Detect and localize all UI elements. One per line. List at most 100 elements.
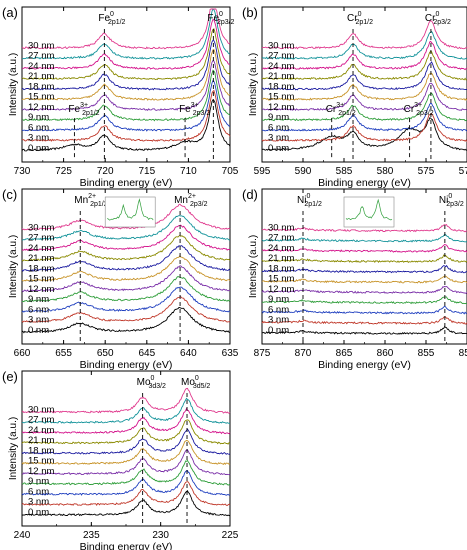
series-label: 9 nm bbox=[28, 112, 49, 123]
y-axis-label: Intensity (a.u.) bbox=[8, 417, 19, 480]
spectrum-line bbox=[21, 296, 231, 323]
annotation-element: Ni bbox=[439, 195, 448, 206]
series-label: 9 nm bbox=[28, 476, 49, 487]
peak-annotation: Cr3+ 2p1/2 bbox=[326, 102, 356, 117]
inset-spectrum bbox=[345, 198, 393, 221]
annotation-sub: 2p1/2 bbox=[90, 201, 108, 208]
series-label: 27 nm bbox=[268, 233, 294, 244]
panel-1: (b) 595 590 585 580 575 570 Binding energy (eV)… bbox=[242, 5, 467, 189]
x-tick-label: 715 bbox=[138, 166, 155, 177]
series-label: 27 nm bbox=[28, 233, 54, 244]
series-label: 0 nm bbox=[268, 143, 289, 154]
peak-annotation: Cr0 2p3/2 bbox=[425, 11, 451, 26]
annotation-sup: 0 bbox=[151, 375, 155, 382]
annotation-sub: 2p3/2 bbox=[190, 201, 208, 208]
series-label: 27 nm bbox=[28, 51, 54, 62]
spectrum-line bbox=[22, 8, 231, 60]
spectrum-line bbox=[21, 449, 231, 476]
series-label: 6 nm bbox=[268, 122, 289, 133]
series-label: 24 nm bbox=[268, 243, 294, 254]
y-axis-label: Intensity (a.u.) bbox=[8, 53, 19, 116]
x-tick-label: 730 bbox=[14, 166, 31, 177]
spectrum-line bbox=[21, 8, 231, 50]
series-label: 24 nm bbox=[28, 61, 54, 72]
y-axis-label: Intensity (a.u.) bbox=[248, 235, 259, 298]
x-tick-label: 590 bbox=[295, 166, 312, 177]
annotation-element: Fe bbox=[68, 104, 80, 115]
x-tick-label: 570 bbox=[459, 166, 467, 177]
inset-frame bbox=[343, 196, 395, 228]
x-tick-label: 575 bbox=[418, 166, 435, 177]
peak-annotation: Mo0 3d3/2 bbox=[137, 375, 166, 390]
peak-annotation: Mn2+ 2p3/2 bbox=[174, 193, 208, 208]
series-label: 24 nm bbox=[28, 243, 54, 254]
x-tick-label: 225 bbox=[222, 530, 239, 541]
series-label: 0 nm bbox=[28, 143, 49, 154]
spectrum-line bbox=[21, 254, 231, 282]
series-label: 6 nm bbox=[28, 122, 49, 133]
spectrum-line bbox=[21, 203, 231, 231]
peak-annotation: Cr3+ 2p3/2 bbox=[404, 102, 434, 117]
spectrum-line bbox=[261, 296, 467, 305]
annotation-element: Fe bbox=[179, 104, 191, 115]
spectrum-line bbox=[21, 49, 231, 101]
series-label: 3 nm bbox=[268, 133, 289, 144]
spectrum-line bbox=[261, 243, 467, 253]
series-label: 6 nm bbox=[268, 304, 289, 315]
x-tick-label: 710 bbox=[180, 166, 197, 177]
inset-spectrum bbox=[107, 198, 154, 221]
peak-annotation: Cr0 2p1/2 bbox=[347, 11, 373, 26]
annotation-element: Ni bbox=[297, 195, 306, 206]
series-label: 21 nm bbox=[268, 71, 294, 82]
series-label: 15 nm bbox=[28, 92, 54, 103]
annotation-sup: 0 bbox=[219, 11, 223, 18]
spectrum-line bbox=[21, 397, 231, 424]
series-label: 9 nm bbox=[268, 294, 289, 305]
spectrum-line bbox=[261, 316, 467, 325]
annotation-sub: 2p1/2 bbox=[108, 19, 126, 26]
x-axis-label: Binding energy (eV) bbox=[80, 359, 173, 371]
y-axis-label: Intensity (a.u.) bbox=[248, 53, 259, 116]
annotation-element: Fe bbox=[207, 13, 219, 24]
spectrum-line bbox=[21, 428, 231, 455]
spectrum-line bbox=[21, 18, 231, 70]
series-label: 18 nm bbox=[28, 445, 54, 456]
series-label: 3 nm bbox=[28, 315, 49, 326]
annotation-element: Mn bbox=[74, 195, 88, 206]
annotation-sup: 0 bbox=[195, 375, 199, 382]
annotation-sup: 3+ bbox=[80, 102, 88, 109]
spectrum-line bbox=[261, 61, 467, 91]
x-tick-label: 855 bbox=[418, 348, 435, 359]
x-tick-label: 650 bbox=[97, 348, 114, 359]
x-tick-label: 705 bbox=[222, 166, 239, 177]
series-label: 9 nm bbox=[28, 294, 49, 305]
annotation-sub: 3d5/2 bbox=[193, 383, 211, 390]
spectrum-line bbox=[21, 79, 231, 132]
series-label: 21 nm bbox=[28, 435, 54, 446]
series-label: 27 nm bbox=[268, 51, 294, 62]
series-label: 12 nm bbox=[268, 284, 294, 295]
peak-annotation: Fe0 2p3/2 bbox=[207, 11, 234, 26]
x-tick-label: 640 bbox=[180, 348, 197, 359]
spectrum-line bbox=[21, 459, 231, 486]
spectrum-line bbox=[21, 99, 231, 152]
x-tick-label: 725 bbox=[55, 166, 72, 177]
spectrum-line bbox=[261, 113, 467, 142]
series-label: 18 nm bbox=[28, 81, 54, 92]
spectrum-line bbox=[22, 69, 231, 122]
series-label: 3 nm bbox=[268, 315, 289, 326]
series-label: 21 nm bbox=[268, 253, 294, 264]
spectrum-line bbox=[21, 234, 231, 262]
x-axis-label: Binding energy (eV) bbox=[318, 177, 411, 189]
x-axis-label: Binding energy (eV) bbox=[80, 541, 173, 550]
series-label: 0 nm bbox=[268, 325, 289, 336]
series-label: 12 nm bbox=[268, 102, 294, 113]
series-label: 15 nm bbox=[268, 92, 294, 103]
annotation-sup: 2+ bbox=[188, 193, 196, 200]
y-axis-label: Intensity (a.u.) bbox=[8, 235, 19, 298]
peak-annotation: Mn2+ 2p1/2 bbox=[74, 193, 108, 208]
series-label: 3 nm bbox=[28, 133, 49, 144]
annotation-sub: 3d3/2 bbox=[148, 383, 166, 390]
spectrum-line bbox=[261, 30, 467, 60]
